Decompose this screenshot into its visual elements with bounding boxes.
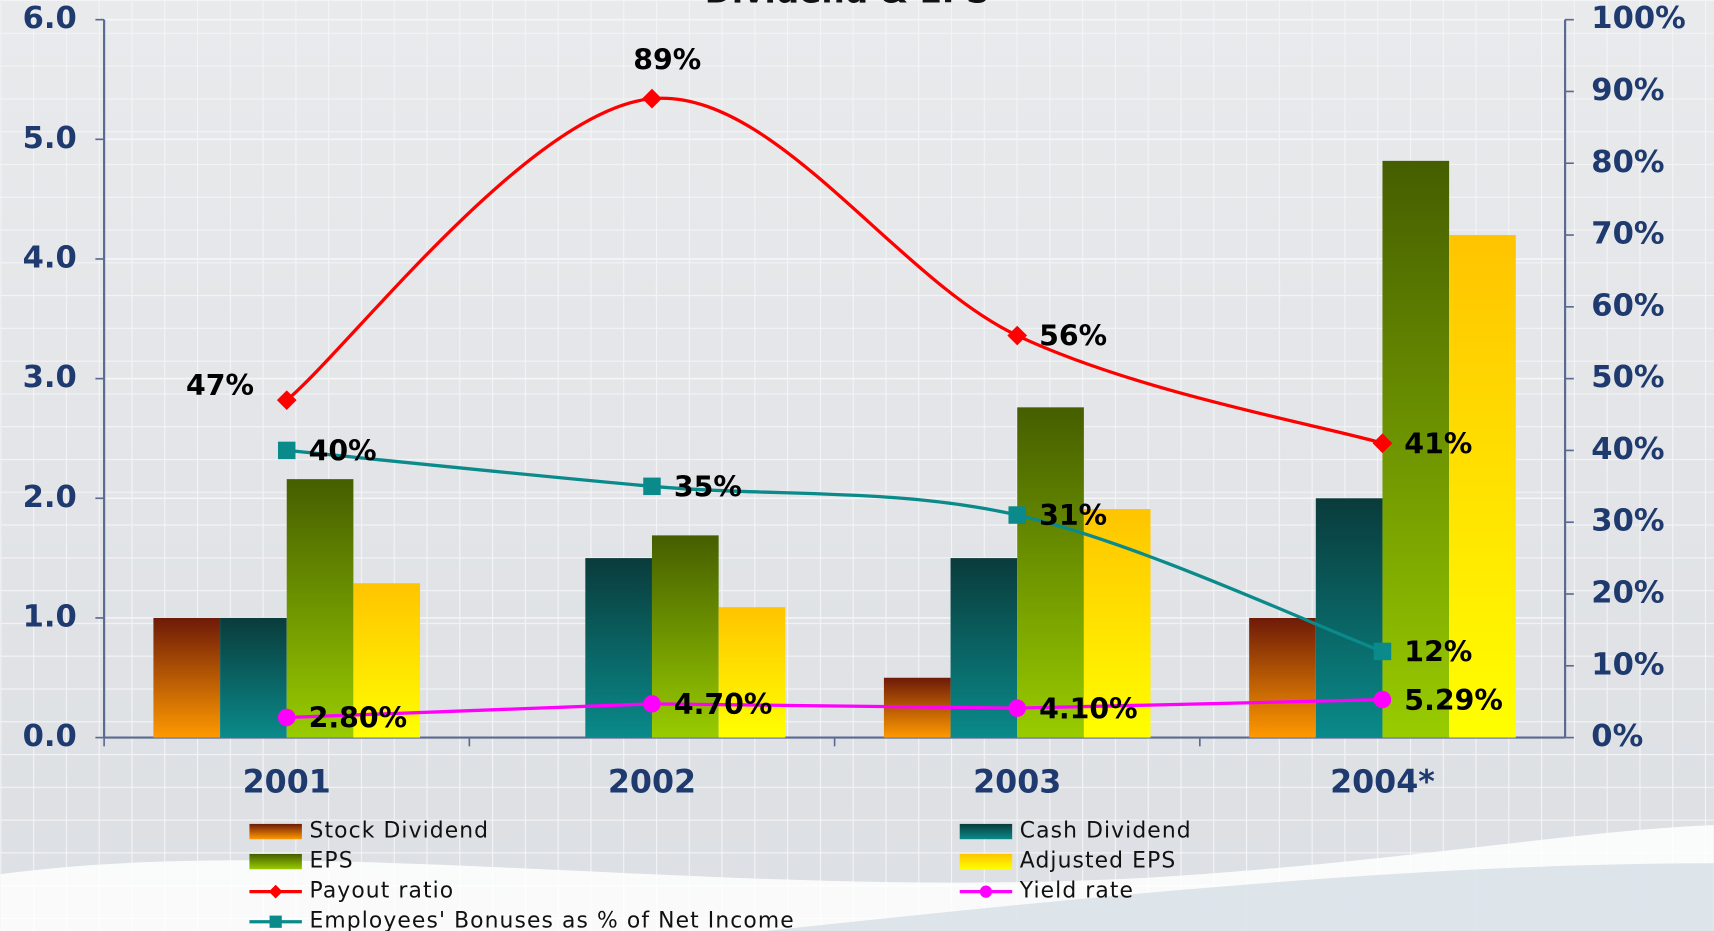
legend-label: Adjusted EPS	[1020, 849, 1176, 874]
bar	[950, 558, 1018, 738]
y2-tick-label: 90%	[1591, 73, 1664, 108]
x-tick-label: 2004*	[1330, 764, 1435, 800]
bar	[718, 607, 786, 738]
marker	[1373, 690, 1392, 709]
x-tick-label: 2002	[608, 764, 696, 800]
y2-tick-label: 0%	[1591, 719, 1643, 754]
data-label: 12%	[1404, 636, 1472, 669]
legend-label: Payout ratio	[310, 879, 455, 904]
data-label: 4.10%	[1039, 692, 1138, 725]
y-tick-label: 2.0	[23, 480, 77, 515]
y-tick-label: 0.0	[23, 719, 77, 754]
line	[286, 697, 1383, 720]
y2-tick-label: 50%	[1591, 360, 1664, 395]
data-label: 47%	[186, 369, 254, 402]
data-label: 40%	[309, 435, 377, 468]
bar	[1017, 407, 1084, 738]
y2-tick-label: 60%	[1591, 288, 1664, 323]
chart-title: Dividend & EPS	[705, 0, 990, 10]
bar	[1083, 509, 1151, 738]
data-label: 2.80%	[309, 702, 408, 735]
marker	[1373, 642, 1392, 661]
marker	[277, 441, 296, 460]
y2-tick-label: 80%	[1591, 145, 1664, 180]
data-label: 4.70%	[674, 688, 773, 721]
marker	[1008, 506, 1026, 524]
y2-tick-label: 40%	[1591, 432, 1664, 467]
swoosh	[765, 863, 1714, 931]
legend-swatch	[249, 823, 302, 840]
y-tick-label: 5.0	[23, 121, 77, 156]
legend-swatch	[249, 853, 302, 870]
bar	[1449, 235, 1516, 738]
data-label: 89%	[633, 43, 701, 76]
marker	[276, 390, 297, 411]
bar	[220, 617, 287, 738]
legend-label: EPS	[310, 849, 354, 874]
bar	[1382, 160, 1450, 738]
legend-label: Stock Dividend	[310, 819, 490, 844]
marker	[1008, 699, 1026, 717]
bar	[1249, 617, 1316, 738]
bar	[153, 617, 221, 738]
data-label: 41%	[1404, 427, 1472, 460]
data-label: 5.29%	[1404, 684, 1503, 717]
x-tick-label: 2001	[243, 764, 331, 800]
legend-marker	[979, 885, 993, 898]
legend-marker	[269, 915, 282, 928]
x-tick-label: 2003	[973, 764, 1061, 800]
legend-swatch	[959, 853, 1013, 870]
y-tick-label: 1.0	[23, 599, 77, 634]
y-tick-label: 4.0	[23, 240, 77, 275]
legend-swatch	[959, 823, 1013, 840]
y2-tick-label: 70%	[1591, 217, 1664, 252]
data-label: 35%	[674, 471, 742, 504]
y-tick-label: 6.0	[23, 1, 77, 36]
y2-tick-label: 30%	[1591, 504, 1664, 539]
y2-tick-label: 20%	[1591, 576, 1664, 611]
bar	[1315, 498, 1383, 738]
data-label: 56%	[1039, 320, 1107, 353]
legend-label: Yield rate	[1019, 879, 1134, 904]
marker	[643, 695, 661, 713]
bar	[585, 558, 652, 738]
y2-tick-label: 100%	[1591, 1, 1685, 36]
marker	[643, 477, 661, 496]
legend-label: Employees' Bonuses as % of Net Income	[310, 909, 795, 931]
data-label: 31%	[1039, 499, 1107, 532]
legend-label: Cash Dividend	[1020, 819, 1192, 844]
line	[285, 96, 1383, 445]
line	[286, 448, 1384, 653]
y-tick-label: 3.0	[23, 360, 77, 395]
y2-tick-label: 10%	[1591, 647, 1664, 682]
bar	[286, 479, 354, 738]
marker	[277, 708, 296, 727]
